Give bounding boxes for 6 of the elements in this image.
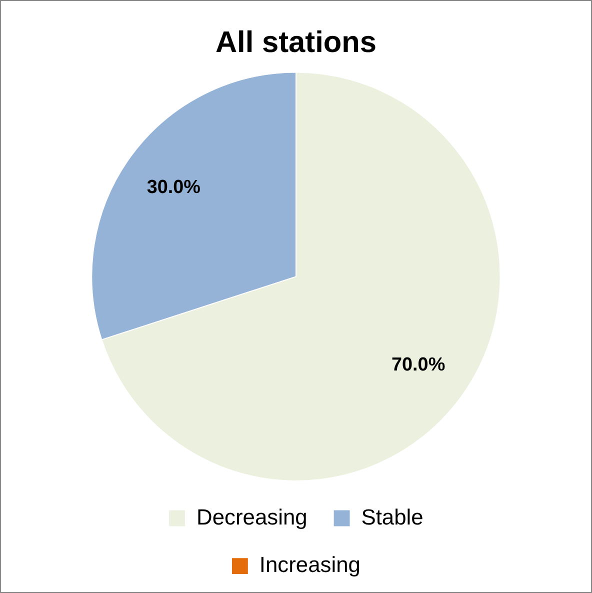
chart-title: All stations — [215, 26, 377, 60]
legend-label: Decreasing — [196, 504, 308, 530]
data-label: 70.0% — [391, 354, 446, 376]
legend-label: Increasing — [259, 552, 360, 578]
legend-label: Stable — [361, 504, 424, 530]
data-label: 30.0% — [146, 176, 201, 198]
